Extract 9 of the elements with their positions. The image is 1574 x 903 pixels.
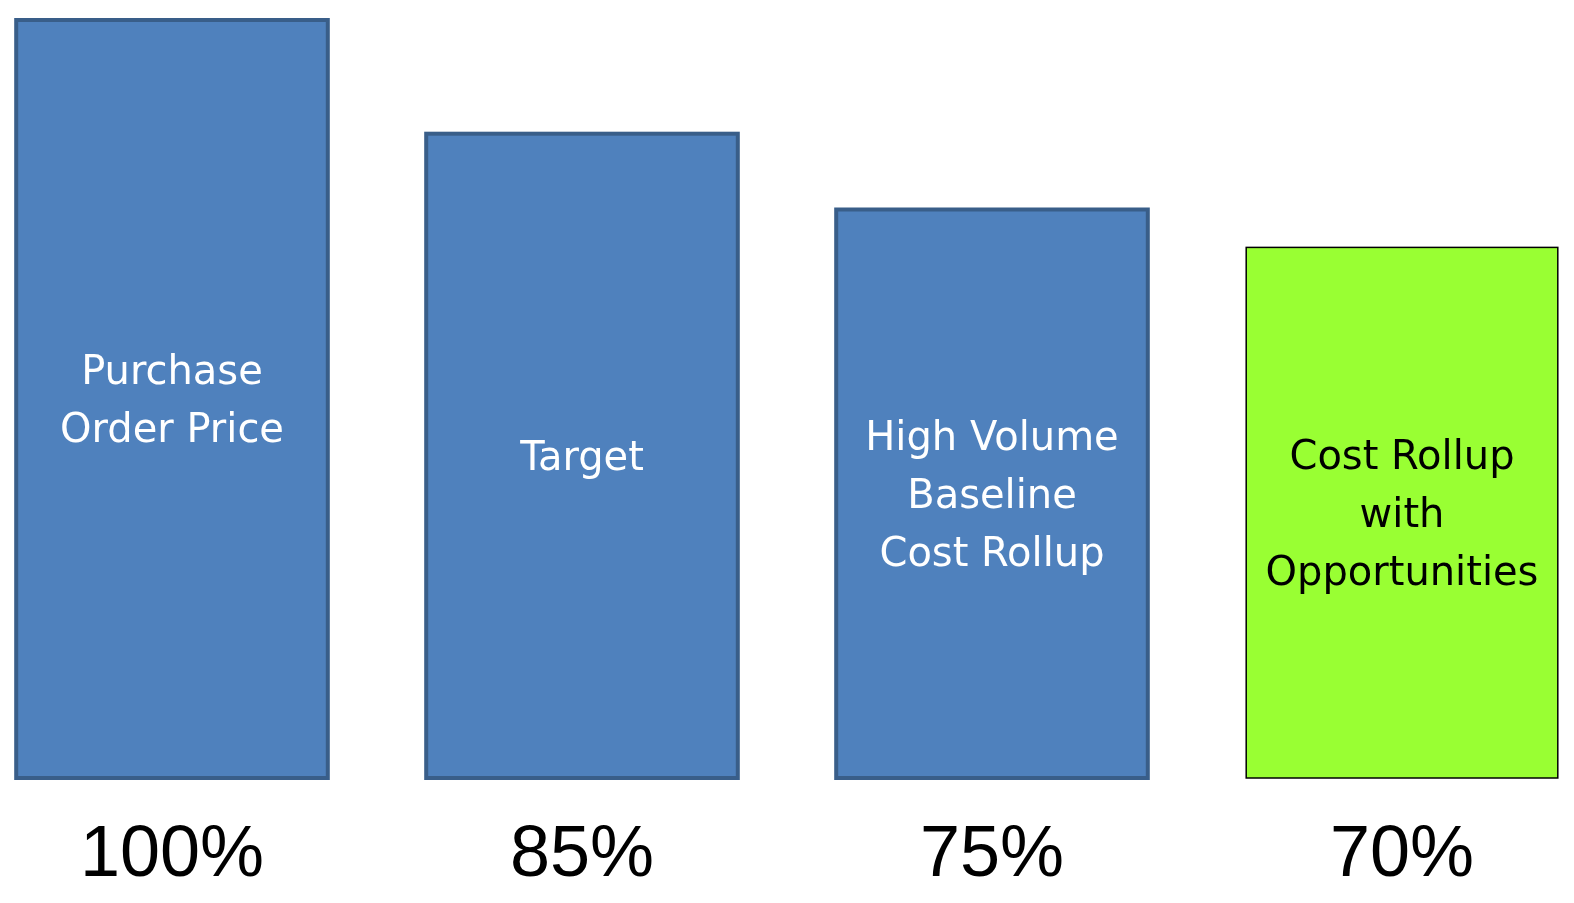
data-label: 100% xyxy=(79,811,265,891)
x-tick-label: High Volume Baseline Cost Rollup xyxy=(865,412,1119,575)
data-label: 85% xyxy=(509,811,655,891)
x-tick-label: Target xyxy=(519,432,644,479)
bar xyxy=(1245,246,1559,779)
x-tick-label: Purchase Order Price xyxy=(60,347,284,451)
x-tick-label: Cost Rollup with Opportunities xyxy=(1265,431,1539,594)
data-label: 70% xyxy=(1329,811,1475,891)
data-label: 75% xyxy=(919,811,1065,891)
